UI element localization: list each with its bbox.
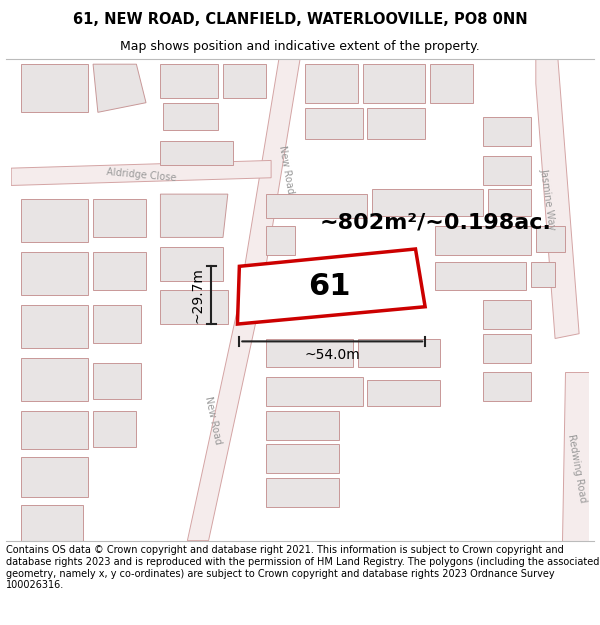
Polygon shape xyxy=(531,261,555,288)
Polygon shape xyxy=(536,59,579,339)
Polygon shape xyxy=(160,141,233,165)
Polygon shape xyxy=(93,199,146,238)
Polygon shape xyxy=(430,64,473,102)
Polygon shape xyxy=(305,64,358,102)
Polygon shape xyxy=(488,189,531,216)
Polygon shape xyxy=(93,362,141,399)
Polygon shape xyxy=(483,334,531,362)
Polygon shape xyxy=(160,194,228,238)
Polygon shape xyxy=(238,249,425,324)
Polygon shape xyxy=(21,64,88,112)
Polygon shape xyxy=(483,300,531,329)
Polygon shape xyxy=(21,305,88,348)
Polygon shape xyxy=(266,339,353,367)
Polygon shape xyxy=(372,189,483,216)
Polygon shape xyxy=(93,305,141,343)
Polygon shape xyxy=(435,226,531,255)
Polygon shape xyxy=(163,102,218,129)
Polygon shape xyxy=(160,64,218,98)
Polygon shape xyxy=(187,305,260,541)
Text: 61, NEW ROAD, CLANFIELD, WATERLOOVILLE, PO8 0NN: 61, NEW ROAD, CLANFIELD, WATERLOOVILLE, … xyxy=(73,11,527,26)
Text: New Road: New Road xyxy=(277,145,296,195)
Text: Jasmine Way: Jasmine Way xyxy=(538,168,557,231)
Polygon shape xyxy=(266,194,367,218)
Polygon shape xyxy=(11,161,271,186)
Polygon shape xyxy=(435,261,526,291)
Polygon shape xyxy=(223,64,266,98)
Polygon shape xyxy=(367,107,425,139)
Polygon shape xyxy=(93,64,146,112)
Text: New Road: New Road xyxy=(203,395,223,446)
Polygon shape xyxy=(367,380,440,406)
Polygon shape xyxy=(160,291,228,324)
Polygon shape xyxy=(266,411,338,439)
Text: Aldridge Close: Aldridge Close xyxy=(106,167,176,183)
Text: Contains OS data © Crown copyright and database right 2021. This information is : Contains OS data © Crown copyright and d… xyxy=(6,545,599,590)
Polygon shape xyxy=(358,339,440,367)
Text: ~802m²/~0.198ac.: ~802m²/~0.198ac. xyxy=(319,213,551,233)
Polygon shape xyxy=(483,372,531,401)
Polygon shape xyxy=(160,247,223,281)
Polygon shape xyxy=(21,505,83,541)
Text: ~29.7m: ~29.7m xyxy=(191,268,205,323)
Polygon shape xyxy=(362,64,425,102)
Polygon shape xyxy=(21,252,88,295)
Polygon shape xyxy=(266,478,338,507)
Polygon shape xyxy=(21,457,88,498)
Polygon shape xyxy=(562,372,589,541)
Polygon shape xyxy=(21,411,88,449)
Polygon shape xyxy=(93,411,136,447)
Text: Redwing Road: Redwing Road xyxy=(566,433,588,504)
Text: 61: 61 xyxy=(308,272,350,301)
Polygon shape xyxy=(483,117,531,146)
Polygon shape xyxy=(21,357,88,401)
Polygon shape xyxy=(536,226,565,252)
Polygon shape xyxy=(21,199,88,242)
Polygon shape xyxy=(238,59,300,305)
Polygon shape xyxy=(266,377,362,406)
Text: ~54.0m: ~54.0m xyxy=(304,348,360,362)
Polygon shape xyxy=(266,226,295,255)
Text: Map shows position and indicative extent of the property.: Map shows position and indicative extent… xyxy=(120,40,480,52)
Polygon shape xyxy=(483,156,531,184)
Polygon shape xyxy=(266,444,338,473)
Polygon shape xyxy=(93,252,146,291)
Polygon shape xyxy=(305,107,362,139)
